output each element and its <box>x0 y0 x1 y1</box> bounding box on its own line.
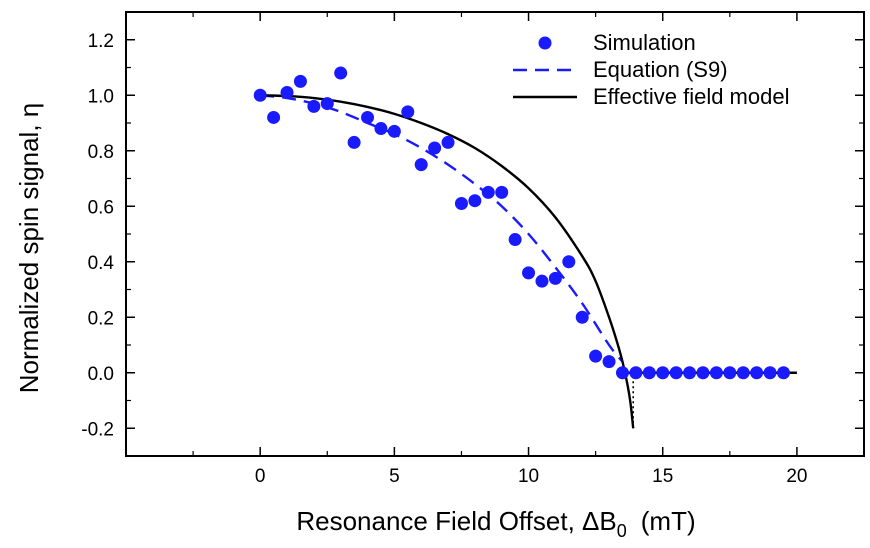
simulation-point <box>307 99 321 113</box>
x-tick-label: 5 <box>389 466 400 487</box>
simulation-point <box>267 110 281 124</box>
simulation-point <box>347 135 361 149</box>
simulation-point <box>562 255 576 269</box>
legend-label: Simulation <box>593 30 696 55</box>
simulation-point <box>575 310 589 324</box>
simulation-point <box>669 366 683 380</box>
y-tick-label: 0.8 <box>88 142 114 163</box>
x-axis-title-unit: (mT) <box>641 506 696 536</box>
simulation-point <box>535 274 549 288</box>
legend-label: Effective field model <box>593 84 789 109</box>
simulation-point <box>481 185 495 199</box>
y-tick-label: 1.2 <box>88 31 114 52</box>
x-tick-label: 15 <box>652 466 673 487</box>
simulation-point <box>401 105 415 119</box>
equation-s9-line <box>260 94 624 363</box>
simulation-point <box>495 185 509 199</box>
simulation-point <box>428 141 442 155</box>
tick-labels: 0 5 10 15 20 -0.2 0.0 0.2 0.4 0.6 0.8 1.0 1.2 <box>81 31 807 487</box>
simulation-point <box>736 366 750 380</box>
series-points <box>253 66 790 380</box>
simulation-point <box>656 366 670 380</box>
simulation-point <box>361 110 375 124</box>
simulation-point <box>629 366 643 380</box>
simulation-point <box>763 366 777 380</box>
y-tick-label: 0.0 <box>88 364 114 385</box>
simulation-point <box>602 355 616 369</box>
simulation-point <box>522 266 536 280</box>
x-tick-label: 20 <box>786 466 807 487</box>
simulation-point <box>454 196 468 210</box>
y-tick-label: 0.2 <box>88 308 114 329</box>
simulation-point <box>683 366 697 380</box>
y-axis-title: Normalized spin signal, η <box>14 103 44 393</box>
y-tick-label: 0.4 <box>88 253 115 274</box>
simulation-point <box>374 122 388 136</box>
legend-simulation-marker <box>538 36 552 50</box>
y-tick-label: 0.6 <box>88 197 114 218</box>
simulation-point <box>642 366 656 380</box>
axis-ticks <box>126 12 864 456</box>
simulation-point <box>723 366 737 380</box>
simulation-point <box>387 124 401 138</box>
simulation-point <box>253 88 267 102</box>
effective-field-model-line <box>260 94 635 429</box>
simulation-point <box>615 366 629 380</box>
simulation-point <box>776 366 790 380</box>
plot-border <box>125 11 865 457</box>
simulation-point <box>750 366 764 380</box>
legend-label: Equation (S9) <box>593 57 728 82</box>
simulation-point <box>293 74 307 88</box>
x-tick-label: 0 <box>255 466 266 487</box>
simulation-point <box>441 135 455 149</box>
x-axis-title-main: Resonance Field Offset, ΔB <box>296 506 616 536</box>
simulation-point <box>709 366 723 380</box>
simulation-point <box>414 158 428 172</box>
x-axis-title: Resonance Field Offset, ΔB0 (mT) <box>296 506 695 541</box>
x-tick-label: 10 <box>518 466 539 487</box>
simulation-point <box>334 66 348 80</box>
y-tick-label: 1.0 <box>88 86 114 107</box>
y-tick-label: -0.2 <box>81 419 114 440</box>
simulation-point <box>508 233 522 247</box>
x-axis-title-subscript: 0 <box>617 521 627 541</box>
simulation-point <box>468 194 482 208</box>
simulation-point <box>280 85 294 99</box>
plot-frame <box>125 11 865 457</box>
simulation-point <box>696 366 710 380</box>
simulation-point <box>548 271 562 285</box>
simulation-point <box>320 97 334 111</box>
simulation-point <box>589 349 603 363</box>
